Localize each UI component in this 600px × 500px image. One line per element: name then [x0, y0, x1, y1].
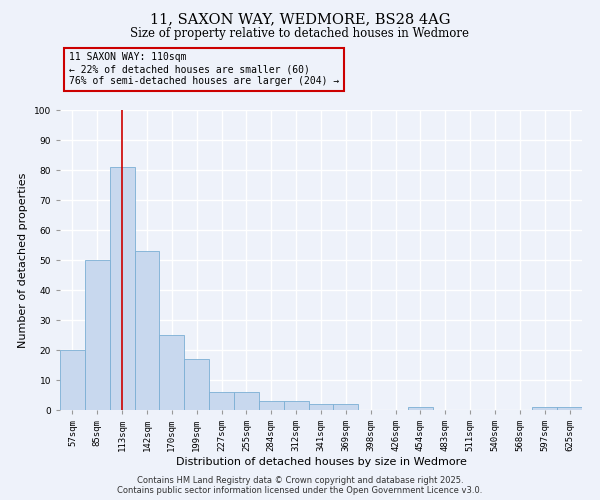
Text: 11 SAXON WAY: 110sqm
← 22% of detached houses are smaller (60)
76% of semi-detac: 11 SAXON WAY: 110sqm ← 22% of detached h…: [69, 52, 339, 86]
Bar: [259, 401, 284, 410]
Text: 11, SAXON WAY, WEDMORE, BS28 4AG: 11, SAXON WAY, WEDMORE, BS28 4AG: [150, 12, 450, 26]
Bar: [557, 407, 582, 410]
Bar: [184, 359, 209, 410]
Bar: [134, 251, 160, 410]
Bar: [308, 404, 334, 410]
Bar: [284, 401, 308, 410]
Text: Contains HM Land Registry data © Crown copyright and database right 2025.: Contains HM Land Registry data © Crown c…: [137, 476, 463, 485]
X-axis label: Distribution of detached houses by size in Wedmore: Distribution of detached houses by size …: [176, 457, 466, 467]
Text: Size of property relative to detached houses in Wedmore: Size of property relative to detached ho…: [131, 28, 470, 40]
Bar: [85, 260, 110, 410]
Bar: [334, 404, 358, 410]
Bar: [160, 335, 184, 410]
Bar: [234, 392, 259, 410]
Bar: [408, 407, 433, 410]
Text: Contains public sector information licensed under the Open Government Licence v3: Contains public sector information licen…: [118, 486, 482, 495]
Bar: [110, 167, 134, 410]
Bar: [60, 350, 85, 410]
Bar: [209, 392, 234, 410]
Y-axis label: Number of detached properties: Number of detached properties: [18, 172, 28, 348]
Bar: [532, 407, 557, 410]
